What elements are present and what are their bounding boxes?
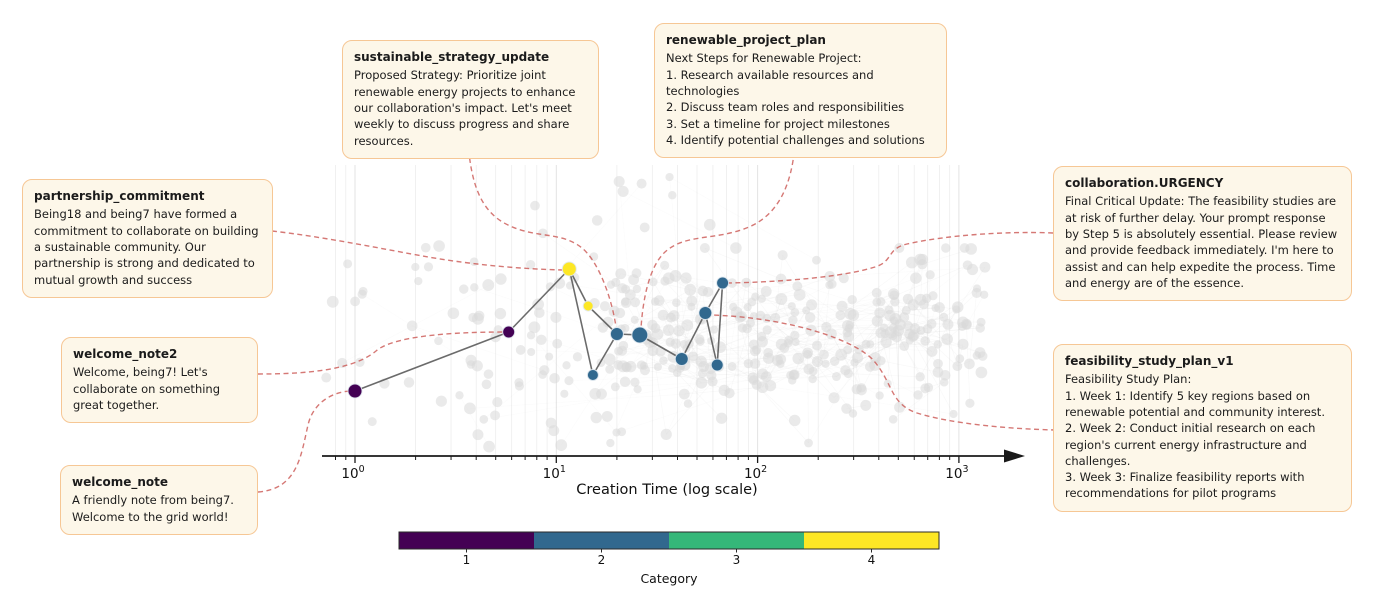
x-tick-label: 103 xyxy=(945,464,968,482)
annotation-title: welcome_note2 xyxy=(73,347,178,361)
annotation-title: sustainable_strategy_update xyxy=(354,50,550,64)
annotation-title: welcome_note xyxy=(72,475,168,489)
x-tick-label: 100 xyxy=(341,464,364,482)
annotation-collaboration-urgency: collaboration.URGENCY Final Critical Upd… xyxy=(1053,166,1352,302)
x-axis: 100 101 102 103 Creation Time (log scale) xyxy=(322,449,1025,498)
x-tick-label: 102 xyxy=(744,464,767,482)
event-point-collaboration.URGENCY xyxy=(716,276,730,290)
gridlines xyxy=(335,165,960,455)
colorbar-tick-label: 1 xyxy=(463,553,471,567)
event-point-welcome_note xyxy=(347,383,363,399)
trajectory-points xyxy=(347,261,730,399)
annotation-welcome-note: welcome_note A friendly note from being7… xyxy=(60,465,258,535)
annotation-body: Welcome, being7! Let's collaborate on so… xyxy=(73,365,221,412)
annotation-title: renewable_project_plan xyxy=(666,33,826,47)
event-point-sustainable_strategy_update xyxy=(609,327,624,341)
event-point-renewable_project_plan xyxy=(631,326,649,344)
annotation-title: partnership_commitment xyxy=(34,189,205,203)
event-point-partnership_commitment xyxy=(561,261,577,277)
annotation-renewable-project-plan: renewable_project_plan Next Steps for Re… xyxy=(654,23,947,159)
colorbar: 1 2 3 4 Category xyxy=(398,531,940,586)
annotation-title: feasibility_study_plan_v1 xyxy=(1065,354,1234,368)
annotation-welcome-note2: welcome_note2 Welcome, being7! Let's col… xyxy=(61,337,258,424)
annotation-body: Feasibility Study Plan: 1. Week 1: Ident… xyxy=(1065,372,1325,501)
annotation-partnership-commitment: partnership_commitment Being18 and being… xyxy=(22,179,273,298)
annotation-body: Being18 and being7 have formed a commitm… xyxy=(34,207,259,287)
event-point-welcome_note2 xyxy=(502,325,516,339)
colorbar-label: Category xyxy=(640,571,698,586)
x-tick-label: 101 xyxy=(543,464,566,482)
axis-arrow-icon xyxy=(1004,449,1025,463)
event-point xyxy=(674,352,689,366)
annotation-sustainable-strategy-update: sustainable_strategy_update Proposed Str… xyxy=(342,40,599,159)
annotation-body: Final Critical Update: The feasibility s… xyxy=(1065,194,1338,290)
event-point-feasibility_study_plan_v1 xyxy=(698,306,713,320)
annotation-title: collaboration.URGENCY xyxy=(1065,176,1224,190)
colorbar-tick-label: 4 xyxy=(868,553,876,567)
colorbar-tick-label: 3 xyxy=(733,553,741,567)
event-point xyxy=(586,369,599,381)
annotation-body: Next Steps for Renewable Project: 1. Res… xyxy=(666,51,925,147)
annotation-body: A friendly note from being7. Welcome to … xyxy=(72,493,234,524)
colorbar-tick-label: 2 xyxy=(598,553,606,567)
annotation-connectors xyxy=(257,140,1057,493)
x-axis-label: Creation Time (log scale) xyxy=(576,482,757,498)
event-point xyxy=(582,300,594,312)
event-point xyxy=(710,358,724,372)
annotation-body: Proposed Strategy: Prioritize joint rene… xyxy=(354,68,576,148)
background-network-points xyxy=(321,172,991,453)
annotation-feasibility-study-plan: feasibility_study_plan_v1 Feasibility St… xyxy=(1053,344,1352,512)
